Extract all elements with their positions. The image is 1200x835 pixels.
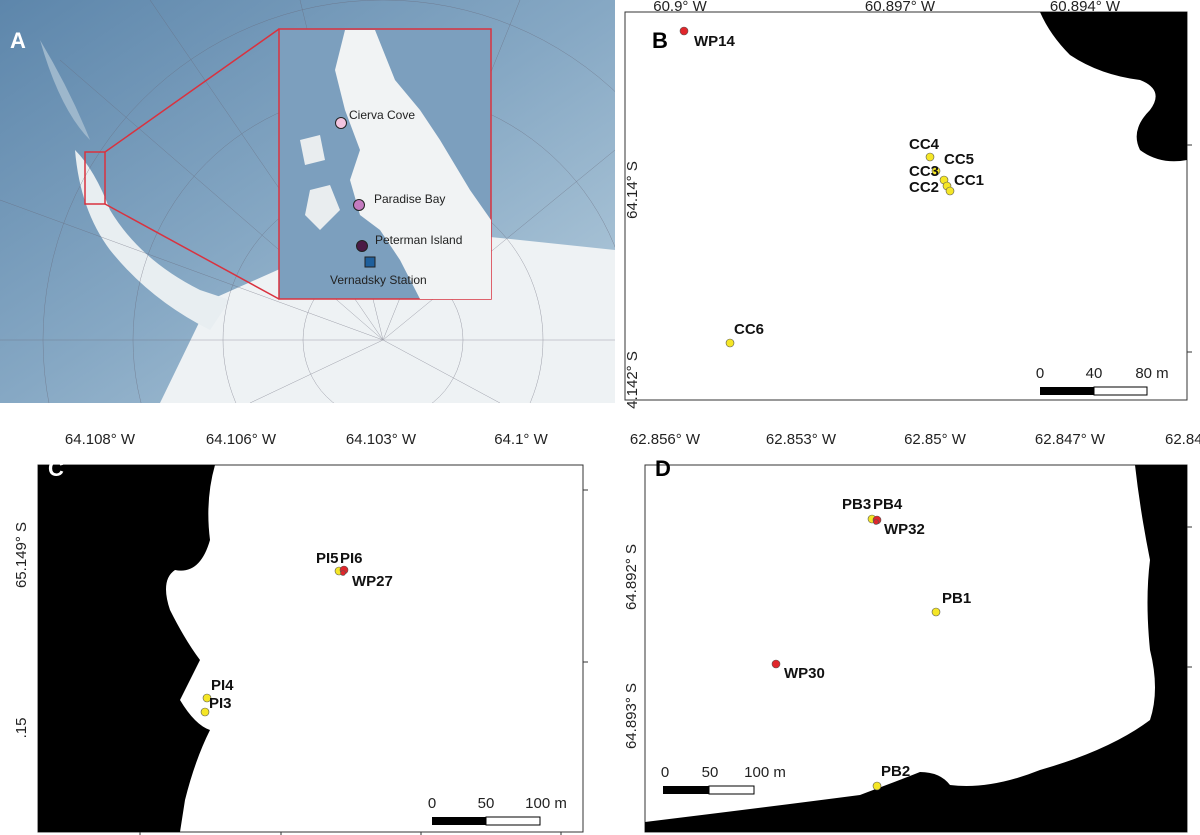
scale-label: 0 xyxy=(428,795,436,812)
x-tick-label: 64.1° W xyxy=(494,431,548,448)
land xyxy=(645,465,1187,832)
x-tick-label: 60.9° W xyxy=(653,0,707,15)
panel-label: A xyxy=(10,28,26,53)
x-tick-label: 60.894° W xyxy=(1050,0,1121,15)
connector xyxy=(104,28,280,153)
site-label: CC3 xyxy=(909,163,939,180)
locator-box xyxy=(84,151,106,205)
site-label: WP30 xyxy=(784,665,825,682)
x-tick-label: 64.106° W xyxy=(206,431,277,448)
panel-c: C 64.108° W 64.106° W 64.103° W 64.1° W … xyxy=(13,431,588,835)
place-marker xyxy=(353,199,365,211)
scale-label: 50 xyxy=(478,795,495,812)
site-label: CC2 xyxy=(909,179,939,196)
y-tick-label: .15 xyxy=(13,718,30,739)
panel-b: B 60.9° W 60.897° W 60.894° W 64.14° S 4… xyxy=(624,0,1192,409)
x-tick-label: 62.853° W xyxy=(766,431,837,448)
scale-label: 0 xyxy=(1036,365,1044,382)
site-label: PB2 xyxy=(881,763,910,780)
scale-bar xyxy=(432,817,486,825)
inset-land xyxy=(335,30,491,299)
site-label: WP27 xyxy=(352,573,393,590)
site-label: PI4 xyxy=(211,677,234,694)
site-label: PB4 xyxy=(873,496,903,513)
map-frame xyxy=(624,11,1188,401)
site-label: PI3 xyxy=(209,695,232,712)
site-marker xyxy=(931,166,941,176)
site-marker xyxy=(925,152,935,162)
site-label: WP14 xyxy=(694,33,736,50)
site-marker xyxy=(872,781,882,791)
site-label: CC5 xyxy=(944,151,974,168)
site-label: PB1 xyxy=(942,590,971,607)
x-tick-label: 62.844° W xyxy=(1165,431,1200,448)
scale-bar xyxy=(1040,387,1094,395)
ridge xyxy=(40,40,90,140)
scale-label: 40 xyxy=(1086,365,1103,382)
site-label: WP32 xyxy=(884,521,925,538)
y-tick-label: 64.892° S xyxy=(623,544,640,610)
site-marker xyxy=(931,607,941,617)
site-label: PI5 xyxy=(316,550,339,567)
site-label: PI6 xyxy=(340,550,363,567)
site-marker xyxy=(771,659,781,669)
x-tick-label: 60.897° W xyxy=(865,0,936,15)
x-tick-label: 62.847° W xyxy=(1035,431,1106,448)
scale-bar xyxy=(1093,386,1148,396)
panel-label: D xyxy=(655,456,671,481)
x-tick-label: 64.108° W xyxy=(65,431,136,448)
panel-a: A Cierva Cove Paradise Bay Peterman Isla… xyxy=(0,0,615,403)
antarctica xyxy=(160,230,615,403)
site-label: CC4 xyxy=(909,136,940,153)
scale-bar xyxy=(708,785,755,795)
scale-label: 80 m xyxy=(1135,365,1168,382)
connector xyxy=(104,203,280,300)
place-marker xyxy=(356,240,368,252)
place-label: Paradise Bay xyxy=(374,192,445,206)
place-label: Vernadsky Station xyxy=(330,273,427,287)
panel-label: C xyxy=(48,456,64,481)
y-tick-label: 64.893° S xyxy=(623,683,640,749)
scale-label: 50 xyxy=(702,764,719,781)
y-tick-label: 4.142° S xyxy=(624,351,641,409)
x-tick-label: 62.85° W xyxy=(904,431,967,448)
site-label: CC1 xyxy=(954,172,984,189)
place-label: Peterman Island xyxy=(375,233,462,247)
site-marker xyxy=(202,693,212,703)
place-marker xyxy=(364,256,376,268)
site-label: CC6 xyxy=(734,321,764,338)
site-marker xyxy=(679,26,689,36)
x-tick-label: 62.856° W xyxy=(630,431,701,448)
site-marker xyxy=(873,519,879,525)
land xyxy=(38,465,215,832)
site-label: PB3 xyxy=(842,496,871,513)
site-marker xyxy=(200,707,210,717)
site-marker xyxy=(725,338,735,348)
panel-label: B xyxy=(652,28,668,53)
scale-label: 0 xyxy=(661,764,669,781)
scale-label: 100 m xyxy=(744,764,786,781)
site-marker xyxy=(340,570,346,576)
panel-d: D 62.856° W 62.853° W 62.85° W 62.847° W… xyxy=(623,431,1200,833)
place-marker xyxy=(335,117,347,129)
y-tick-label: 65.149° S xyxy=(13,522,30,588)
x-tick-label: 64.103° W xyxy=(346,431,417,448)
land xyxy=(1040,12,1187,162)
inset-islands xyxy=(300,135,340,230)
scale-bar xyxy=(663,786,709,794)
peninsula xyxy=(75,150,230,330)
y-tick-label: 64.14° S xyxy=(624,161,641,219)
place-label: Cierva Cove xyxy=(349,108,415,122)
site-marker xyxy=(945,186,955,196)
scale-label: 100 m xyxy=(525,795,567,812)
scale-bar xyxy=(485,816,541,826)
